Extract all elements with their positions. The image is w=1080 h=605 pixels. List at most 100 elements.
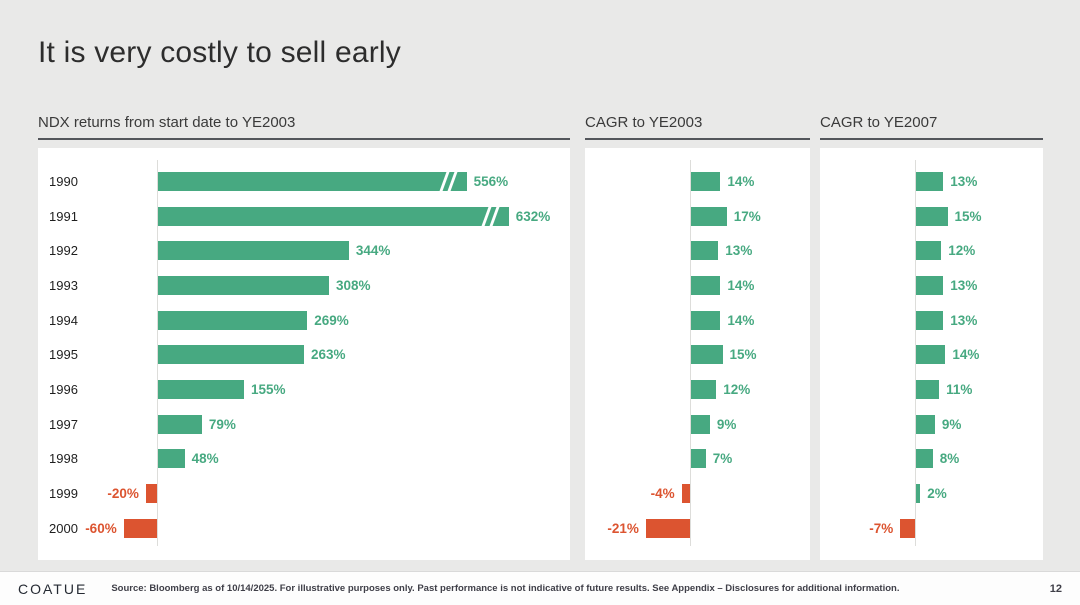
panel-rule	[38, 138, 570, 140]
panel-ndx-returns: NDX returns from start date to YE2003 19…	[38, 106, 570, 560]
positive-bar	[158, 310, 308, 330]
positive-bar	[916, 241, 942, 261]
positive-bar	[916, 206, 948, 226]
value-label: 308%	[335, 277, 371, 293]
positive-bar	[691, 380, 717, 400]
panel-header-ndx-returns: NDX returns from start date to YE2003	[38, 114, 296, 131]
value-label: 11%	[946, 382, 973, 398]
year-label: 1999	[49, 486, 78, 502]
positive-bar	[158, 275, 329, 295]
value-label: -7%	[869, 520, 894, 536]
positive-bar	[916, 449, 933, 469]
positive-bar	[916, 345, 946, 365]
positive-bar	[916, 414, 935, 434]
value-label: 344%	[355, 243, 391, 259]
axis-baseline	[690, 160, 691, 546]
value-label: 12%	[723, 382, 751, 398]
positive-bar	[691, 241, 719, 261]
value-label: -21%	[607, 520, 639, 536]
positive-bar	[158, 345, 304, 365]
slide-title: It is very costly to sell early	[38, 36, 401, 69]
positive-bar	[691, 449, 706, 469]
year-label: 1992	[49, 243, 78, 259]
chart-cagr-ye2003: 14% 17% 13% 14% 14% 15% 12% 9% 7% -4% -21%	[585, 148, 810, 560]
value-label: 7%	[712, 451, 733, 467]
value-label: 263%	[310, 347, 346, 363]
value-label: 2%	[927, 486, 947, 502]
positive-bar	[916, 380, 940, 400]
value-label: 13%	[725, 243, 753, 259]
value-label: 8%	[939, 451, 960, 467]
value-label: 15%	[954, 208, 982, 224]
year-label: 1994	[49, 312, 78, 328]
footer: COATUE Source: Bloomberg as of 10/14/202…	[0, 571, 1080, 605]
panel-rule	[820, 138, 1043, 140]
coatue-logo: COATUE	[18, 580, 88, 597]
year-label: 1993	[49, 277, 78, 293]
value-label: 14%	[727, 173, 755, 189]
axis-break-mark	[489, 206, 500, 226]
positive-bar	[158, 449, 185, 469]
positive-bar	[916, 171, 944, 191]
value-label: -4%	[650, 486, 675, 502]
axis-break-mark	[447, 171, 458, 191]
value-label: 9%	[716, 416, 737, 432]
year-label: 1995	[49, 347, 78, 363]
negative-bar	[681, 484, 690, 504]
value-label: 14%	[727, 312, 755, 328]
value-label: -20%	[107, 486, 139, 502]
year-label: 1991	[49, 208, 78, 224]
value-label: 13%	[950, 173, 978, 189]
value-label: 632%	[515, 208, 551, 224]
chart-cagr-ye2007: 13% 15% 12% 13% 13% 14% 11% 9% 8% 2% -7%	[820, 148, 1043, 560]
value-label: 269%	[314, 312, 349, 328]
panel-header-cagr-ye2003: CAGR to YE2003	[585, 114, 703, 131]
value-label: 79%	[208, 416, 236, 432]
value-label: 48%	[191, 451, 219, 467]
positive-bar	[158, 206, 509, 226]
year-label: 1990	[49, 173, 78, 189]
axis-baseline	[157, 160, 158, 546]
value-label: 14%	[727, 277, 755, 293]
chart-ndx-returns: 1990 556% 1991 632% 1992 344% 1993 308% 1994 269%…	[38, 148, 570, 560]
positive-bar	[691, 171, 721, 191]
positive-bar	[691, 345, 723, 365]
value-label: 14%	[952, 347, 980, 363]
value-label: 15%	[729, 347, 757, 363]
panel-cagr-ye2003: CAGR to YE2003 14% 17% 13% 14% 14% 15% 12% 9% 7%…	[585, 106, 810, 560]
positive-bar	[916, 484, 921, 504]
positive-bar	[158, 171, 467, 191]
positive-bar	[691, 206, 727, 226]
positive-bar	[691, 414, 710, 434]
panel-cagr-ye2007: CAGR to YE2007 13% 15% 12% 13% 13% 14% 11% 9% 8%…	[820, 106, 1043, 560]
value-label: 9%	[941, 416, 962, 432]
source-disclaimer: Source: Bloomberg as of 10/14/2025. For …	[111, 583, 900, 594]
positive-bar	[691, 310, 721, 330]
positive-bar	[916, 310, 944, 330]
value-label: 13%	[950, 312, 978, 328]
positive-bar	[916, 275, 944, 295]
axis-baseline	[915, 160, 916, 546]
panel-rule	[585, 138, 810, 140]
page-number: 12	[1049, 582, 1062, 595]
year-label: 1998	[49, 451, 78, 467]
positive-bar	[691, 275, 721, 295]
positive-bar	[158, 380, 245, 400]
year-label: 2000	[49, 520, 78, 536]
value-label: 556%	[473, 173, 509, 189]
negative-bar	[900, 518, 915, 538]
negative-bar	[123, 518, 157, 538]
value-label: 155%	[251, 382, 286, 398]
value-label: -60%	[85, 520, 117, 536]
value-label: 17%	[733, 208, 761, 224]
positive-bar	[158, 241, 349, 261]
positive-bar	[158, 414, 202, 434]
year-label: 1997	[49, 416, 78, 432]
negative-bar	[145, 484, 157, 504]
negative-bar	[645, 518, 690, 538]
panel-header-cagr-ye2007: CAGR to YE2007	[820, 114, 938, 131]
value-label: 12%	[948, 243, 976, 259]
year-label: 1996	[49, 382, 78, 398]
value-label: 13%	[950, 277, 978, 293]
